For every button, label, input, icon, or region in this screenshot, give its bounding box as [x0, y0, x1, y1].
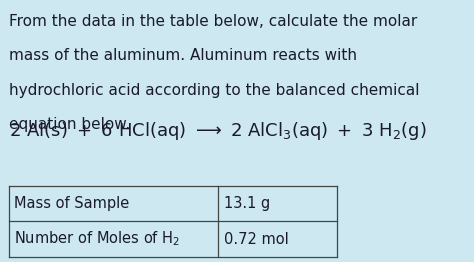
Text: Mass of Sample: Mass of Sample	[14, 196, 129, 211]
Text: 0.72 mol: 0.72 mol	[224, 232, 289, 247]
Text: $\mathregular{2\ Al(s)\ +\ 6\ HCl(aq)\ \longrightarrow\ 2\ AlCl_3(aq)\ +\ 3\ H_2: $\mathregular{2\ Al(s)\ +\ 6\ HCl(aq)\ \…	[9, 120, 426, 142]
Text: From the data in the table below, calculate the molar: From the data in the table below, calcul…	[9, 14, 417, 29]
Text: mass of the aluminum. Aluminum reacts with: mass of the aluminum. Aluminum reacts wi…	[9, 48, 356, 63]
Text: Number of Moles of H$_2$: Number of Moles of H$_2$	[14, 230, 181, 248]
Text: equation below.: equation below.	[9, 117, 130, 132]
Text: hydrochloric acid according to the balanced chemical: hydrochloric acid according to the balan…	[9, 83, 419, 97]
Text: 13.1 g: 13.1 g	[224, 196, 270, 211]
